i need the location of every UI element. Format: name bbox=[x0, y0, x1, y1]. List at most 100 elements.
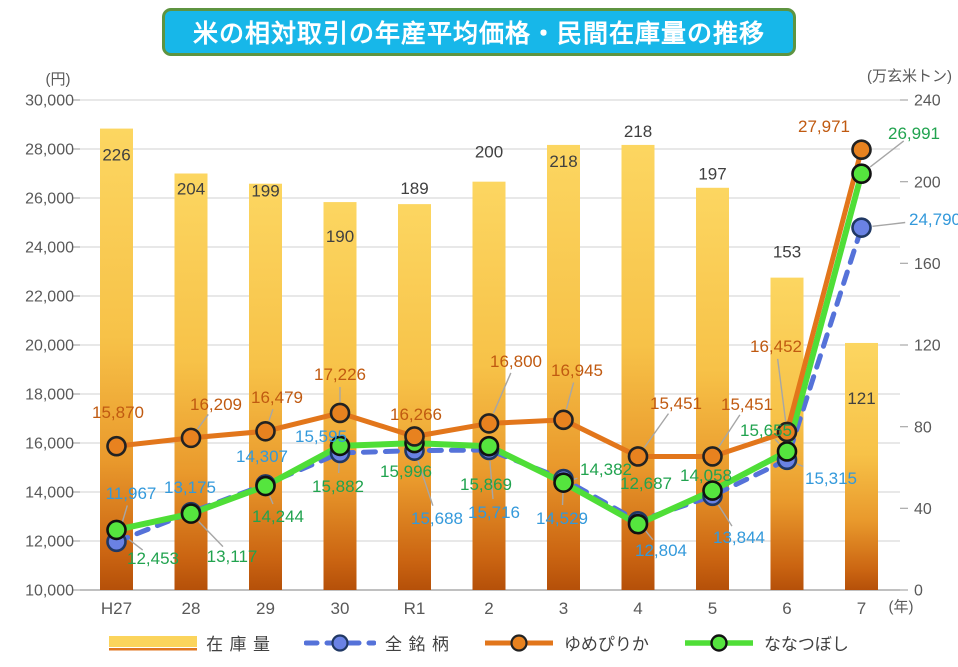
left-axis-tick-label: 10,000 bbox=[25, 583, 74, 600]
bar-value-label: 153 bbox=[773, 243, 801, 262]
data-point-nanatsuboshi-6 bbox=[776, 441, 798, 462]
x-axis-label: 7 bbox=[857, 599, 866, 618]
data-label-all-brands: 15,716 bbox=[468, 503, 520, 522]
x-axis-label: 29 bbox=[256, 599, 275, 618]
data-label-yumepirika: 16,479 bbox=[251, 388, 303, 407]
bar-value-label: 199 bbox=[251, 182, 279, 201]
inventory-bar bbox=[472, 181, 506, 590]
data-point-nanatsuboshi-7 bbox=[851, 163, 872, 185]
data-label-nanatsuboshi: 14,244 bbox=[252, 507, 304, 526]
right-axis-tick-label: 120 bbox=[914, 338, 941, 355]
data-label-nanatsuboshi: 14,058 bbox=[680, 466, 732, 485]
data-point-yumepirika-6 bbox=[776, 421, 798, 443]
data-label-nanatsuboshi: 15,882 bbox=[312, 477, 364, 496]
bar-value-label: 218 bbox=[624, 122, 652, 141]
right-axis-tick-label: 240 bbox=[914, 93, 941, 110]
data-point-nanatsuboshi-29 bbox=[255, 475, 276, 497]
x-axis-label: 4 bbox=[633, 599, 642, 618]
data-label-nanatsuboshi: 15,996 bbox=[380, 462, 432, 481]
right-axis-tick-label: 40 bbox=[914, 501, 932, 518]
right-axis-tick-label: 200 bbox=[914, 174, 941, 191]
left-axis-tick-label: 30,000 bbox=[25, 93, 74, 110]
left-axis-tick-label: 16,000 bbox=[25, 436, 74, 453]
data-label-yumepirika: 16,945 bbox=[551, 361, 603, 380]
data-point-nanatsuboshi-2 bbox=[478, 435, 500, 457]
data-point-yumepirika-H27 bbox=[106, 435, 127, 457]
bar-value-label: 218 bbox=[549, 152, 577, 171]
legend-item-all-brands: 全銘柄 bbox=[304, 630, 449, 655]
data-point-all-brands-7 bbox=[851, 217, 872, 238]
data-label-all-brands: 15,688 bbox=[411, 509, 463, 528]
right-axis-tick-label: 0 bbox=[914, 583, 923, 600]
label-leader-line bbox=[269, 495, 274, 505]
label-leader-line bbox=[872, 221, 906, 228]
data-label-nanatsuboshi: 12,453 bbox=[127, 549, 179, 568]
data-label-yumepirika: 15,451 bbox=[721, 395, 773, 414]
data-label-nanatsuboshi: 12,687 bbox=[620, 474, 672, 493]
data-point-yumepirika-R1 bbox=[404, 426, 425, 447]
x-axis-label: R1 bbox=[404, 599, 426, 618]
legend-item-inventory: 在庫量 bbox=[109, 630, 270, 655]
legend-label-inventory: 在庫量 bbox=[206, 635, 277, 654]
data-point-nanatsuboshi-4 bbox=[627, 513, 649, 535]
data-point-yumepirika-28 bbox=[180, 427, 202, 449]
bar-value-label: 197 bbox=[698, 165, 726, 184]
inventory-bar bbox=[547, 144, 580, 590]
data-point-nanatsuboshi-30 bbox=[329, 435, 351, 457]
x-axis-label: 6 bbox=[782, 599, 791, 618]
legend-label-nanatsuboshi: ななつぼし bbox=[763, 635, 849, 654]
right-axis-unit-label: (万玄米トン) bbox=[867, 68, 952, 85]
label-leader-line bbox=[417, 460, 434, 506]
data-point-yumepirika-2 bbox=[478, 413, 500, 434]
data-label-yumepirika: 16,800 bbox=[490, 352, 542, 371]
nanatsuboshi-line-swatch bbox=[684, 633, 753, 652]
label-leader-line bbox=[717, 504, 733, 527]
label-leader-line bbox=[268, 409, 274, 422]
label-leader-line bbox=[644, 529, 654, 541]
right-axis-tick-label: 80 bbox=[914, 419, 932, 436]
data-label-nanatsuboshi: 14,382 bbox=[580, 460, 632, 479]
data-label-nanatsuboshi: 15,869 bbox=[460, 475, 512, 494]
bar-value-label: 200 bbox=[475, 143, 503, 162]
label-leader-line bbox=[565, 382, 575, 410]
data-label-yumepirika: 27,971 bbox=[798, 117, 850, 136]
data-point-yumepirika-4 bbox=[627, 446, 649, 467]
data-label-yumepirika: 15,451 bbox=[650, 394, 702, 413]
x-axis-label: H27 bbox=[101, 599, 132, 618]
chart-title: 米の相対取引の年産平均価格・民間在庫量の推移 bbox=[161, 8, 797, 56]
chart-legend: 在庫量 全銘柄 ゆめぴりか ななつぼし bbox=[0, 630, 958, 655]
inventory-bar bbox=[249, 183, 282, 591]
data-label-all-brands: 24,790 bbox=[909, 210, 958, 229]
left-axis-tick-label: 28,000 bbox=[25, 142, 74, 159]
inventory-bar bbox=[696, 187, 729, 590]
x-axis-label: 30 bbox=[331, 599, 350, 618]
bar-value-label: 189 bbox=[400, 179, 428, 198]
data-label-yumepirika: 16,266 bbox=[390, 405, 442, 424]
x-axis-label: 28 bbox=[182, 599, 201, 618]
x-axis-label: 3 bbox=[559, 599, 568, 618]
inventory-bar-swatch bbox=[109, 635, 198, 650]
data-label-all-brands: 13,844 bbox=[713, 528, 765, 547]
x-axis-unit-label: (年) bbox=[889, 598, 914, 615]
label-leader-line bbox=[198, 521, 224, 548]
label-leader-line bbox=[573, 477, 578, 480]
left-axis-tick-label: 26,000 bbox=[25, 191, 74, 208]
data-point-nanatsuboshi-3 bbox=[553, 472, 574, 493]
x-axis-label: 2 bbox=[484, 599, 493, 618]
label-leader-line bbox=[643, 413, 670, 448]
left-axis-tick-label: 24,000 bbox=[25, 240, 74, 257]
label-leader-line bbox=[717, 414, 741, 448]
legend-item-nanatsuboshi: ななつぼし bbox=[683, 630, 849, 655]
data-label-yumepirika: 16,452 bbox=[750, 337, 802, 356]
left-axis-tick-label: 14,000 bbox=[25, 485, 74, 502]
legend-item-yumepirika: ゆめぴりか bbox=[483, 630, 649, 655]
data-point-nanatsuboshi-5 bbox=[702, 480, 723, 501]
data-label-all-brands: 14,529 bbox=[536, 509, 588, 528]
data-label-yumepirika: 15,870 bbox=[92, 403, 144, 422]
data-label-yumepirika: 16,209 bbox=[190, 395, 242, 414]
x-axis-label: 5 bbox=[708, 599, 717, 618]
data-label-yumepirika: 17,226 bbox=[314, 365, 366, 384]
bar-value-label: 226 bbox=[102, 146, 130, 165]
